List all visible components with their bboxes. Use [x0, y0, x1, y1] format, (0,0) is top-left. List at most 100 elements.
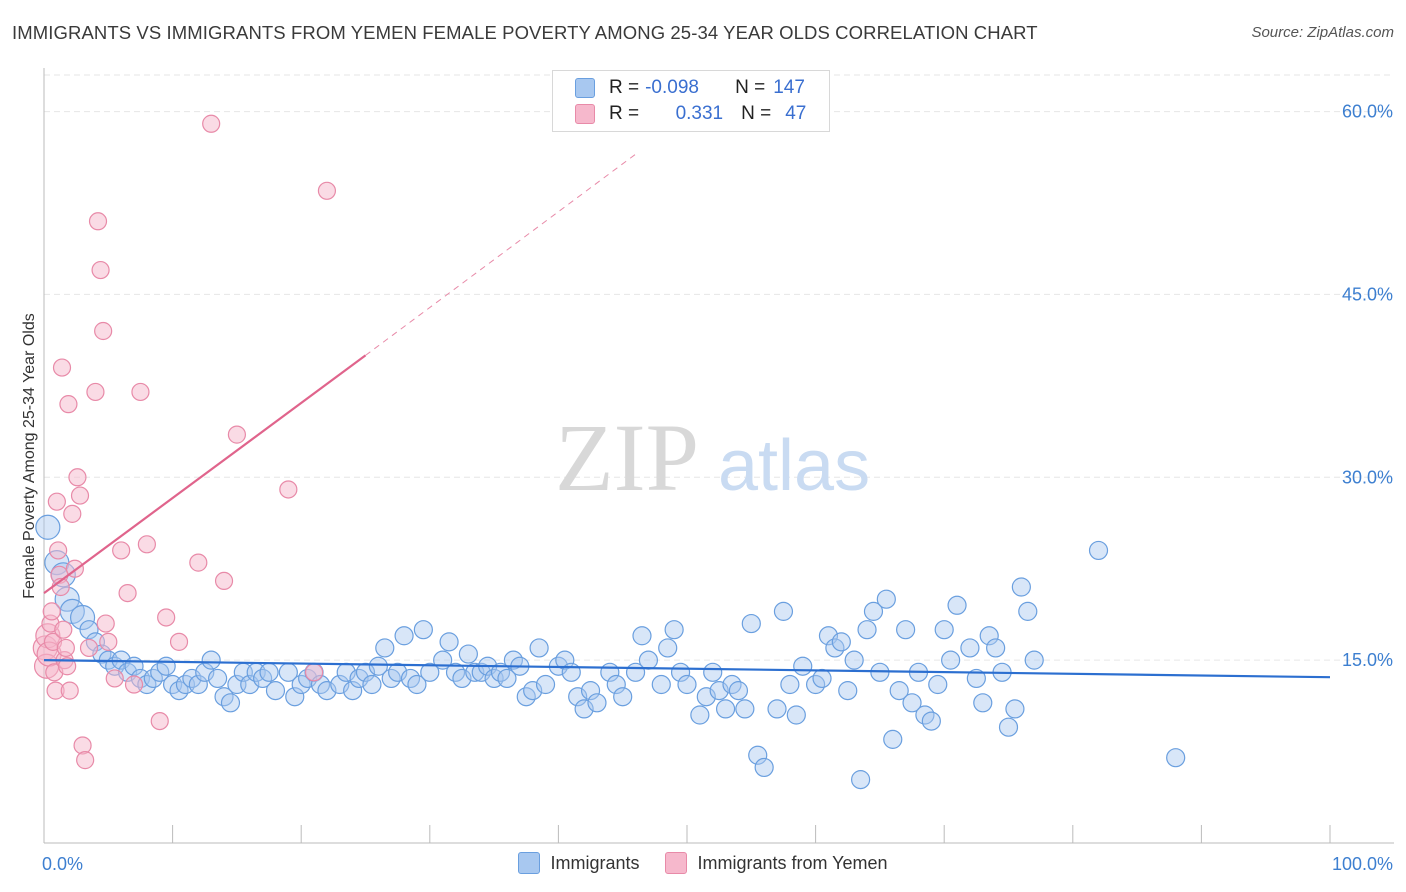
series-swatch-immigrants	[518, 852, 541, 874]
y-axis-title: Female Poverty Among 25-34 Year Olds	[21, 313, 38, 599]
immigrants-point	[793, 656, 813, 676]
immigrants-point	[767, 699, 787, 719]
yemen-point	[47, 492, 66, 511]
immigrants-point	[606, 674, 626, 695]
yemen-point	[189, 553, 208, 572]
immigrants-point	[728, 681, 749, 701]
immigrants-point	[375, 638, 395, 658]
source-label: Source: ZipAtlas.com	[1251, 24, 1394, 41]
series-legend-yemen: Immigrants from Yemen	[665, 852, 888, 874]
yemen-point	[94, 321, 113, 341]
yemen-point	[214, 571, 234, 591]
immigrants-point	[998, 717, 1019, 737]
y-tick-labels: 15.0% 30.0% 45.0% 60.0%	[1342, 102, 1393, 671]
immigrants-point	[960, 638, 980, 658]
immigrants-point	[863, 601, 884, 621]
immigrants-point	[812, 668, 832, 689]
immigrants-point	[362, 674, 382, 695]
axes	[43, 68, 1394, 844]
yemen-trend-extension	[365, 153, 636, 356]
yemen-point	[68, 468, 87, 487]
series-legend-immigrants: Immigrants	[518, 852, 639, 874]
yemen-point	[56, 638, 75, 658]
y-tick-label: 45.0%	[1342, 284, 1393, 304]
gridlines	[44, 74, 1394, 661]
immigrants-point	[773, 601, 794, 621]
y-tick-label: 30.0%	[1342, 467, 1393, 487]
immigrants-point	[947, 595, 967, 615]
yemen-point	[157, 608, 176, 627]
trend-lines	[43, 153, 1331, 679]
immigrants-point	[703, 662, 723, 682]
immigrants-point	[220, 693, 241, 713]
immigrants-point	[786, 705, 806, 725]
yemen-point	[112, 541, 131, 560]
immigrants-point	[156, 656, 176, 676]
immigrants-point	[1005, 699, 1025, 719]
immigrants-point	[889, 681, 909, 701]
yemen-trend-line	[43, 354, 367, 594]
legend-r-value: 0.331	[675, 103, 724, 124]
immigrants-point	[407, 674, 427, 695]
immigrants-point	[857, 620, 877, 640]
immigrants-point	[208, 668, 228, 689]
immigrants-point	[439, 632, 459, 652]
x-tick-label: 100.0%	[1332, 854, 1393, 874]
yemen-point	[227, 425, 246, 444]
legend-r-label: R =	[609, 77, 640, 98]
immigrants-point	[658, 638, 678, 658]
yemen-point	[150, 711, 169, 731]
yemen-point	[169, 632, 189, 651]
yemen-point	[59, 395, 78, 414]
yemen-point	[76, 751, 95, 770]
immigrants-point	[285, 687, 305, 707]
immigrants-points	[35, 514, 1186, 790]
immigrants-point	[741, 613, 761, 634]
yemen-points	[32, 114, 337, 770]
yemen-point	[137, 535, 156, 554]
immigrants-point	[638, 650, 659, 670]
y-tick-label: 60.0%	[1342, 102, 1393, 122]
yemen-point	[70, 486, 90, 505]
immigrants-point	[896, 620, 916, 640]
immigrants-point	[587, 693, 607, 713]
legend-n-value: 147	[773, 77, 805, 98]
correlation-legend: R = -0.098 N = 147 R = 0.331 N = 47	[552, 70, 830, 132]
immigrants-point	[748, 745, 768, 765]
immigrants-point	[1018, 601, 1038, 621]
immigrants-point	[780, 674, 800, 695]
yemen-point	[279, 480, 298, 499]
immigrants-point	[201, 650, 221, 670]
immigrants-point	[921, 711, 941, 731]
immigrants-point	[979, 626, 999, 646]
immigrants-point	[413, 620, 433, 640]
yemen-point	[88, 212, 108, 231]
immigrants-point	[876, 589, 896, 609]
immigrants-trend-line	[43, 659, 1331, 679]
yemen-point	[96, 614, 115, 633]
yemen-point	[124, 675, 144, 694]
yemen-point	[58, 657, 77, 676]
immigrants-point	[831, 632, 851, 652]
immigrants-point	[458, 644, 478, 664]
immigrants-point	[966, 668, 986, 689]
series-legend: Immigrants Immigrants from Yemen	[0, 852, 1406, 874]
chart-title: IMMIGRANTS VS IMMIGRANTS FROM YEMEN FEMA…	[12, 22, 1038, 43]
legend-row-immigrants: R = -0.098 N = 147	[575, 76, 805, 100]
x-tick-label: 0.0%	[42, 854, 83, 874]
immigrants-point	[1166, 748, 1186, 768]
immigrants-point	[420, 662, 440, 682]
legend-swatch-yemen	[575, 104, 595, 124]
yemen-point	[49, 541, 68, 560]
immigrants-point	[613, 687, 633, 707]
yemen-point	[118, 583, 137, 603]
immigrants-point	[844, 650, 864, 670]
immigrants-point	[368, 656, 388, 676]
immigrants-point	[928, 674, 948, 695]
immigrants-point	[902, 693, 922, 713]
yemen-point	[99, 632, 118, 651]
immigrants-point	[69, 604, 96, 631]
immigrants-point	[838, 681, 858, 701]
immigrants-point	[35, 514, 61, 540]
series-label-yemen: Immigrants from Yemen	[697, 852, 888, 873]
